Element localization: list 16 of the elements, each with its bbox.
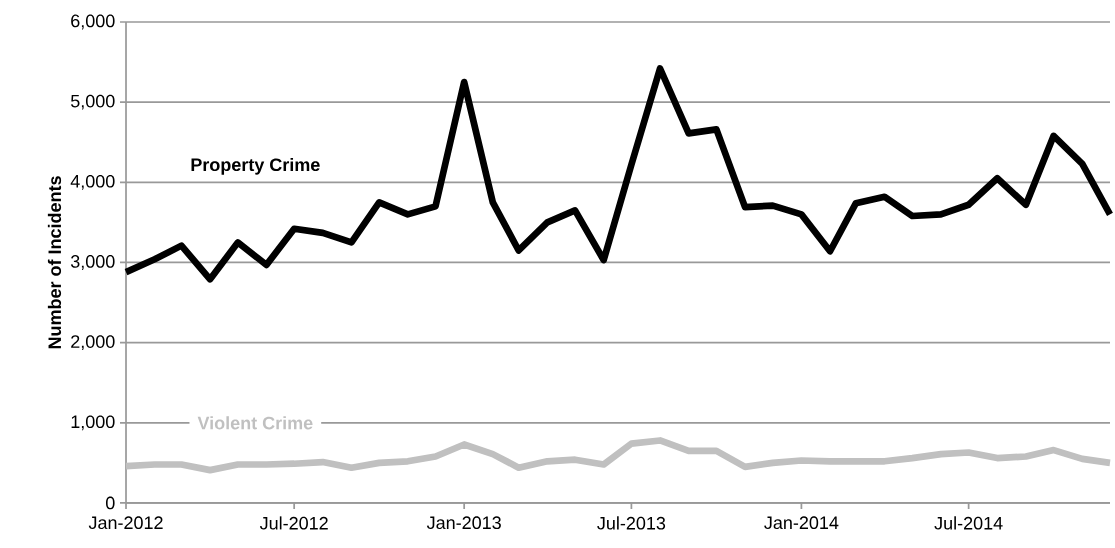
y-axis-title: Number of Incidents <box>47 176 62 349</box>
y-tick-label: 5,000 <box>70 94 115 110</box>
y-tick-label: 6,000 <box>71 14 115 30</box>
y-tick-label: 2,000 <box>71 335 115 351</box>
x-tick-label: Jul-2013 <box>597 516 666 530</box>
x-tick-label: Jul-2012 <box>259 516 328 530</box>
x-tick-label: Jul-2014 <box>934 516 1003 530</box>
series-label: Violent Crime <box>197 416 313 430</box>
y-tick-label: 0 <box>105 496 115 510</box>
text: Property Crime <box>191 157 320 175</box>
x-tick-label: Jan-2012 <box>88 516 163 530</box>
y-tick-label: 4,000 <box>70 174 115 190</box>
y-tick-label: 1,000 <box>71 415 115 431</box>
x-tick-label: Jan-2013 <box>426 516 501 530</box>
x-tick-label: Jan-2014 <box>764 516 839 530</box>
y-tick-label: 3,000 <box>70 255 115 270</box>
